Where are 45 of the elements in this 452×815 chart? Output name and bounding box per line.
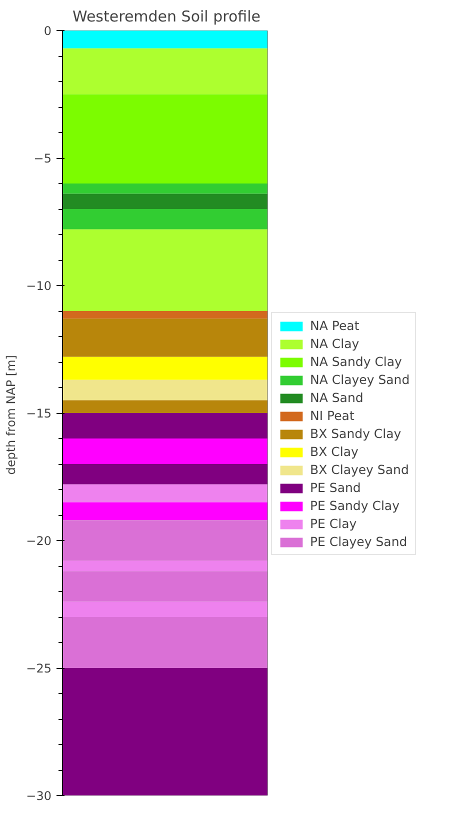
- bar: [62, 48, 268, 94]
- bar: [62, 194, 268, 209]
- legend-label: NA Clay: [310, 336, 360, 351]
- bar: [62, 400, 268, 413]
- bar: [62, 184, 268, 194]
- y-tick-label: −15: [26, 406, 52, 420]
- bar: [62, 380, 268, 400]
- legend-label: PE Sand: [310, 480, 361, 495]
- y-axis-title: depth from NAP [m]: [4, 355, 18, 475]
- y-tick-label: −20: [26, 534, 52, 548]
- legend-label: NA Clayey Sand: [310, 372, 410, 387]
- bar: [62, 560, 268, 572]
- legend-label: NA Sand: [310, 390, 364, 405]
- bar: [62, 94, 268, 184]
- bar: [62, 311, 268, 319]
- chart-title: Westeremden Soil profile: [72, 8, 260, 26]
- legend-label: PE Sandy Clay: [310, 498, 400, 513]
- y-tick-label: 0: [44, 24, 52, 38]
- y-tick-label: −5: [34, 152, 52, 166]
- bar: [62, 30, 268, 48]
- bar: [62, 668, 268, 796]
- legend-label: NA Peat: [310, 318, 360, 333]
- bar: [62, 229, 268, 311]
- bar: [62, 209, 268, 230]
- y-tick-label: −10: [26, 279, 52, 293]
- bar: [62, 484, 268, 502]
- legend-label: BX Clayey Sand: [310, 462, 409, 477]
- legend-label: BX Sandy Clay: [310, 426, 402, 441]
- y-tick-label: −25: [26, 662, 52, 676]
- legend-label: PE Clay: [310, 516, 357, 531]
- y-tick-label: −30: [26, 789, 52, 803]
- legend-label: NI Peat: [310, 408, 354, 423]
- bar: [62, 464, 268, 484]
- bar: [62, 438, 268, 464]
- bar: [62, 502, 268, 520]
- bar: [62, 413, 268, 438]
- legend-label: NA Sandy Clay: [310, 354, 402, 369]
- bar: [62, 520, 268, 561]
- bar: [62, 571, 268, 602]
- bar: [62, 617, 268, 668]
- bar: [62, 356, 268, 380]
- legend-label: BX Clay: [310, 444, 358, 459]
- legend-label: PE Clayey Sand: [310, 534, 408, 549]
- bar: [62, 602, 268, 617]
- bar: [62, 318, 268, 357]
